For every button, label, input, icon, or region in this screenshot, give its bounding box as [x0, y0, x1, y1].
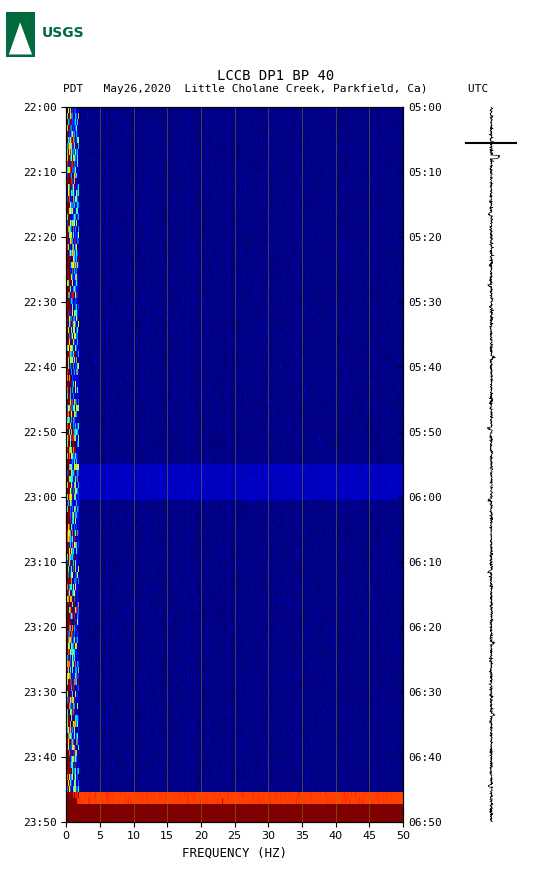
Text: USGS: USGS: [42, 26, 84, 40]
X-axis label: FREQUENCY (HZ): FREQUENCY (HZ): [182, 847, 287, 860]
FancyBboxPatch shape: [6, 12, 35, 57]
Polygon shape: [9, 22, 32, 54]
Text: LCCB DP1 BP 40: LCCB DP1 BP 40: [217, 69, 335, 83]
Text: PDT   May26,2020  Little Cholane Creek, Parkfield, Ca)      UTC: PDT May26,2020 Little Cholane Creek, Par…: [63, 84, 489, 95]
